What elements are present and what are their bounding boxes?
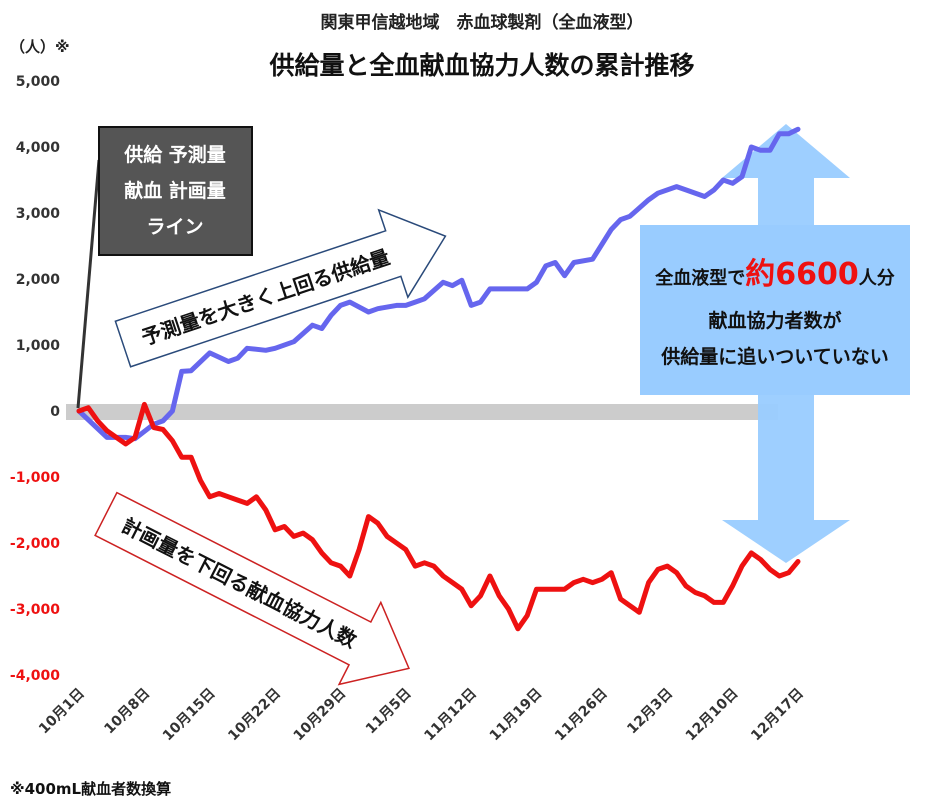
up-arrow-shape: [114, 208, 447, 368]
up-arrow-text: 予測量を大きく上回る供給量: [138, 245, 392, 350]
zero-line-band: [66, 404, 778, 420]
box-pointer-line: [76, 159, 101, 409]
y-tick-label: -1,000: [10, 470, 60, 486]
gap-suffix: 人分: [859, 268, 895, 289]
x-tick-label: 10月15日: [160, 686, 219, 745]
down-arrow-annotation: 計画量を下回る献血協力人数: [94, 491, 410, 686]
gap-text-line2: 献血協力者数が: [708, 309, 841, 332]
x-tick-label: 11月5日: [363, 686, 415, 738]
gap-text-box: [640, 225, 910, 395]
gap-text-line3: 供給量に追いついていない: [660, 345, 888, 368]
x-axis-ticks: 10月1日 10月8日 10月15日 10月22日 10月29日 11月5日 11月12日 1…: [36, 686, 807, 745]
y-tick-label: 2,000: [16, 272, 61, 288]
x-tick-label: 12月17日: [748, 686, 807, 745]
series-line-supply: [76, 126, 801, 442]
x-tick-label: 10月22日: [225, 686, 284, 745]
box-line-2: 献血 計画量: [124, 179, 226, 202]
x-tick-label: 11月26日: [552, 686, 611, 745]
y-tick-label: 1,000: [16, 338, 61, 354]
y-tick-label: 3,000: [16, 206, 61, 222]
y-tick-label: 5,000: [16, 74, 61, 90]
x-tick-label: 10月8日: [101, 686, 153, 738]
down-arrow-text: 計画量を下回る献血協力人数: [118, 513, 361, 653]
chart-subtitle: 関東甲信越地域 赤血球製剤（全血液型）: [321, 12, 644, 33]
y-tick-label: 4,000: [16, 140, 61, 156]
x-tick-label: 12月3日: [624, 686, 676, 738]
x-tick-label: 10月29日: [291, 686, 350, 745]
gap-value: 約6600: [745, 257, 859, 292]
forecast-line-box: [98, 126, 253, 256]
y-tick-label: -3,000: [10, 602, 60, 618]
y-tick-label: 0: [50, 404, 60, 420]
x-tick-label: 10月1日: [36, 686, 88, 738]
y-tick-label: -2,000: [10, 536, 60, 552]
gap-prefix: 全血液型で: [654, 267, 745, 289]
box-line-3: ライン: [146, 216, 203, 238]
footnote: ※400mL献血者数換算: [10, 780, 171, 798]
chart-title: 供給量と全血献血協力人数の累計推移: [268, 51, 694, 80]
series-layer: [76, 126, 801, 632]
down-arrow-shape: [94, 491, 410, 686]
x-tick-label: 12月10日: [683, 686, 742, 745]
y-tick-label: -4,000: [10, 668, 60, 684]
series-line-donation: [76, 401, 801, 632]
x-tick-label: 11月19日: [487, 686, 546, 745]
x-tick-label: 11月12日: [421, 686, 480, 745]
y-axis-ticks: 5,000 4,000 3,000 2,000 1,000 0 -1,000 -2,000 -3…: [10, 74, 60, 684]
y-axis-unit-label: （人）※: [10, 38, 70, 56]
gap-text-line1: 全血液型で約6600人分: [654, 257, 895, 292]
box-line-1: 供給 予測量: [123, 143, 226, 166]
